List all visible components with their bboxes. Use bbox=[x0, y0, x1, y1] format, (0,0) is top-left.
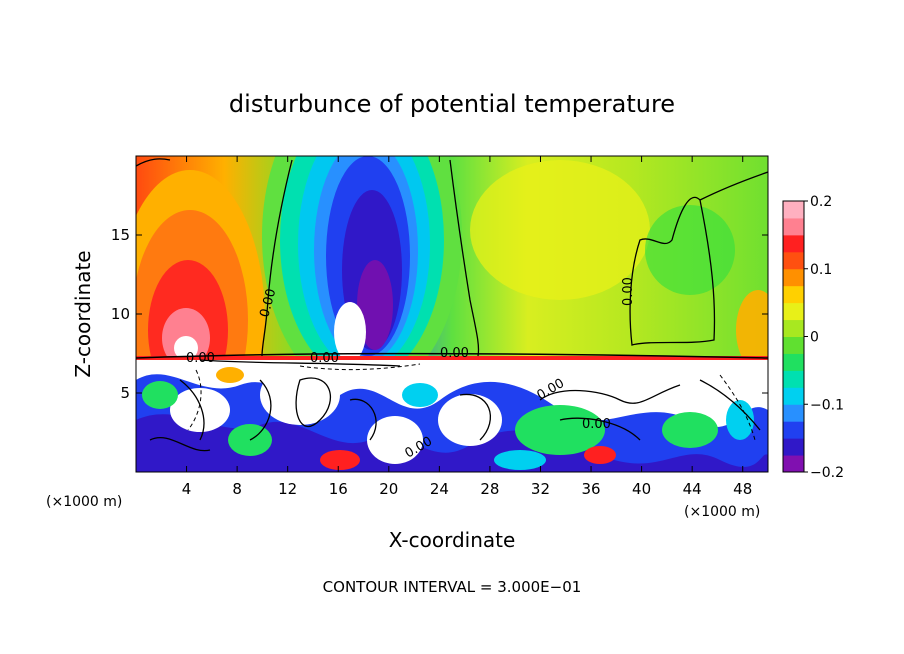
contour-label: 0.00 bbox=[621, 277, 636, 306]
y-tick-label: 15 bbox=[111, 226, 130, 244]
colorbar-swatch bbox=[783, 387, 804, 405]
colorbar-tick-label: 0.1 bbox=[810, 262, 832, 278]
contour-label: 0.00 bbox=[257, 287, 279, 319]
colorbar-swatch bbox=[783, 370, 804, 388]
x-tick-label: 48 bbox=[733, 480, 752, 498]
colorbar-swatch bbox=[783, 404, 804, 422]
colorbar-swatch bbox=[783, 336, 804, 354]
colorbar-swatch bbox=[783, 251, 804, 270]
x-tick-label: 44 bbox=[683, 480, 702, 498]
contour-lines bbox=[136, 158, 768, 452]
colorbar-tick-label: 0.2 bbox=[810, 194, 832, 210]
x-tick-label: 40 bbox=[632, 480, 651, 498]
contour-label: 0.00 bbox=[310, 351, 339, 366]
x-tick-label: 28 bbox=[480, 480, 499, 498]
turbulent-layer bbox=[136, 356, 768, 472]
y-tick-label: 5 bbox=[120, 384, 130, 402]
colorbar-tick-label: −0.1 bbox=[810, 397, 844, 413]
x-tick-label: 8 bbox=[232, 480, 242, 498]
x-tick-label: 32 bbox=[531, 480, 550, 498]
colorbar-swatch bbox=[783, 201, 804, 219]
colorbar-swatch bbox=[783, 438, 804, 456]
contour-interval: CONTOUR INTERVAL = 3.000E−01 bbox=[323, 578, 582, 596]
colorbar: 0.2 0.1 0 −0.1 −0.2 bbox=[782, 194, 844, 481]
colorbar-swatch bbox=[783, 319, 804, 337]
y-axis: 5 10 15 bbox=[111, 226, 768, 402]
colorbar-swatch bbox=[783, 234, 804, 253]
contour-label: 0.00 bbox=[440, 346, 469, 361]
x-axis: 4 8 12 16 20 24 28 32 36 40 44 48 bbox=[182, 156, 752, 498]
y-axis-label: Z-coordinate bbox=[71, 250, 95, 377]
colorbar-tick-label: 0 bbox=[810, 330, 819, 346]
colorbar-swatch bbox=[783, 455, 804, 473]
plot-field bbox=[136, 156, 768, 472]
x-unit-left: (×1000 m) bbox=[46, 494, 122, 510]
x-tick-label: 36 bbox=[581, 480, 600, 498]
colorbar-swatch bbox=[783, 217, 804, 236]
colorbar-swatch bbox=[783, 285, 804, 304]
colorbar-swatch bbox=[783, 302, 804, 321]
colorbar-tick-label: −0.2 bbox=[810, 465, 844, 481]
x-tick-label: 16 bbox=[329, 480, 348, 498]
yellow-patch bbox=[470, 160, 650, 300]
y-tick-label: 10 bbox=[111, 305, 130, 323]
green-patch bbox=[645, 205, 735, 295]
colorbar-swatch bbox=[783, 353, 804, 371]
x-axis-label: X-coordinate bbox=[389, 528, 516, 552]
x-tick-label: 4 bbox=[182, 480, 192, 498]
contour-label: 0.00 bbox=[582, 417, 611, 432]
orange-edge-patch bbox=[736, 290, 768, 370]
x-tick-label: 20 bbox=[379, 480, 398, 498]
colorbar-swatch bbox=[783, 268, 804, 287]
contour-label: 0.00 bbox=[186, 351, 215, 366]
cold-anomaly bbox=[262, 156, 462, 396]
colorbar-swatch bbox=[783, 421, 804, 439]
x-unit-right: (×1000 m) bbox=[684, 504, 760, 520]
x-tick-label: 12 bbox=[278, 480, 297, 498]
chart-title: disturbunce of potential temperature bbox=[229, 90, 675, 118]
negative-contours bbox=[187, 363, 756, 441]
x-tick-label: 24 bbox=[430, 480, 449, 498]
